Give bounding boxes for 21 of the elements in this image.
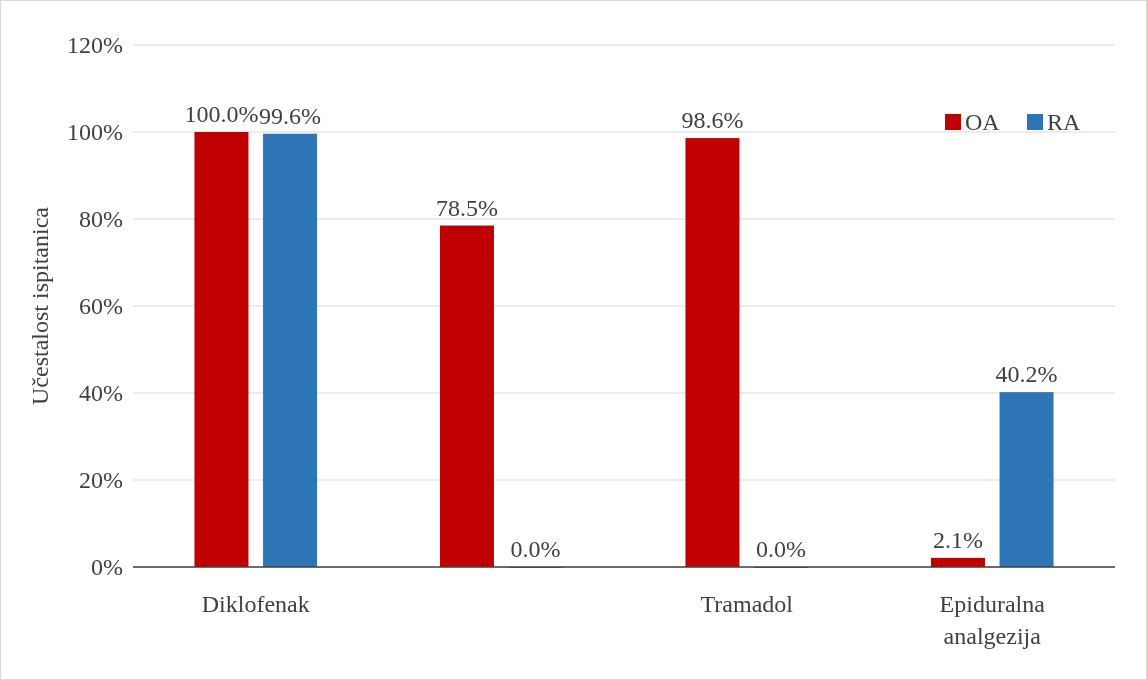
data-label: 99.6% [259, 102, 322, 129]
y-tick-label: 60% [79, 293, 123, 320]
legend-label: OA [965, 109, 1001, 136]
data-label: 40.2% [995, 361, 1058, 388]
y-tick-label: 20% [79, 467, 123, 494]
x-tick-label: Epiduralna analgezija [939, 591, 1046, 649]
y-tick-label: 100% [67, 119, 123, 146]
x-tick-label: Diklofenak [201, 591, 310, 617]
y-tick-label: 0% [91, 554, 123, 581]
y-tick-label: 120% [67, 32, 123, 59]
data-label: 2.1% [932, 526, 983, 553]
y-tick-label: 80% [79, 206, 123, 233]
data-label: 78.5% [435, 194, 498, 221]
data-label: 0.0% [510, 536, 561, 562]
y-tick-label: 40% [79, 380, 123, 407]
x-tick-label: Tramadol [700, 591, 794, 617]
legend-label: RA [1047, 109, 1082, 136]
y-axis-title: Učestalost ispitanica [27, 206, 53, 405]
data-label: 0.0% [756, 536, 807, 562]
data-label: 98.6% [681, 107, 744, 134]
data-label: 100.0% [184, 101, 259, 127]
